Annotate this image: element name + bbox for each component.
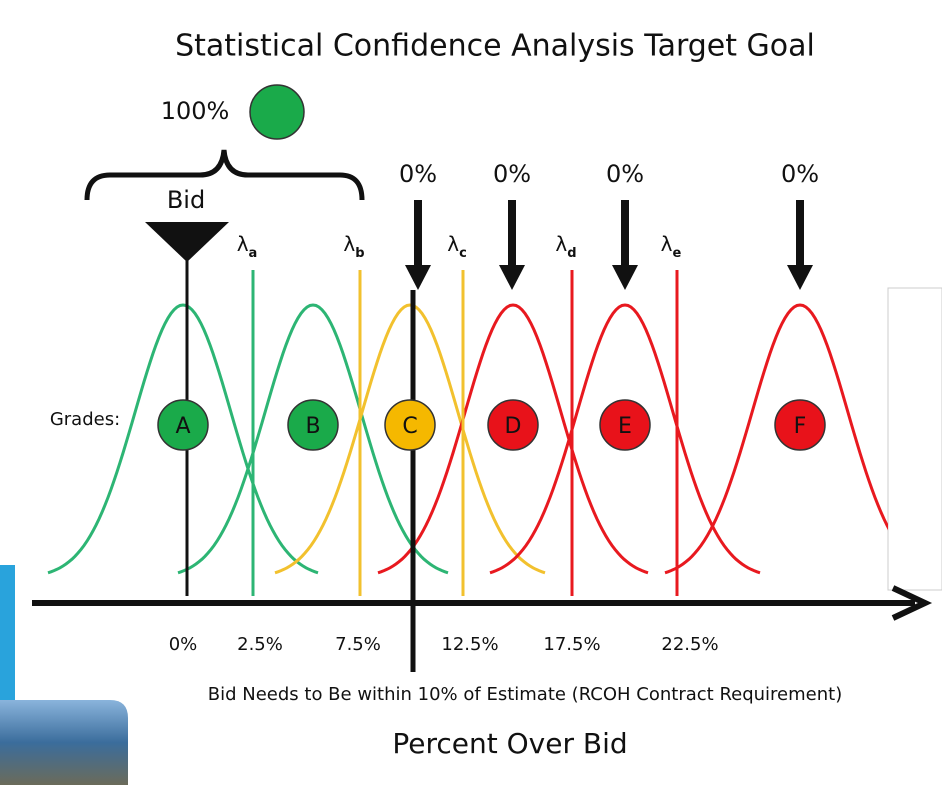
axis-tick-label: 22.5% xyxy=(661,634,718,655)
lambda-subscript: d xyxy=(567,246,576,261)
grade-letter: C xyxy=(402,414,417,439)
target-circle xyxy=(250,85,304,139)
left-strip xyxy=(0,565,15,700)
grades-label: Grades: xyxy=(50,409,120,430)
grade-letter: A xyxy=(175,414,190,439)
note: Bid Needs to Be within 10% of Estimate (… xyxy=(208,684,842,705)
lambda-subscript: c xyxy=(459,246,467,261)
grade-letter: D xyxy=(505,414,522,439)
grade-letter: B xyxy=(305,414,320,439)
lambda-symbol: λ xyxy=(447,232,459,256)
axis-tick-label: 0% xyxy=(169,634,198,655)
axis-title: Percent Over Bid xyxy=(392,727,627,760)
arrow-label: 0% xyxy=(399,160,437,188)
axis-tick-label: 17.5% xyxy=(543,634,600,655)
lambda-subscript: b xyxy=(355,246,364,261)
lambda-subscript: a xyxy=(249,246,258,261)
side-panel xyxy=(888,288,942,590)
arrow-label: 0% xyxy=(781,160,819,188)
grade-letter: F xyxy=(794,414,807,439)
thumbnail-image xyxy=(0,700,128,785)
lambda-symbol: λ xyxy=(661,232,673,256)
axis-tick-label: 2.5% xyxy=(237,634,283,655)
lambda-subscript: e xyxy=(673,246,682,261)
lambda-symbol: λ xyxy=(237,232,249,256)
bid-label: Bid xyxy=(167,186,205,214)
arrow-label: 0% xyxy=(493,160,531,188)
grade-letter: E xyxy=(618,414,632,439)
lambda-symbol: λ xyxy=(343,232,355,256)
axis-tick-label: 12.5% xyxy=(441,634,498,655)
target-label: 100% xyxy=(161,97,230,125)
axis-tick-label: 7.5% xyxy=(335,634,381,655)
arrow-label: 0% xyxy=(606,160,644,188)
lambda-symbol: λ xyxy=(555,232,567,256)
diagram: Statistical Confidence Analysis Target G… xyxy=(0,0,942,785)
title: Statistical Confidence Analysis Target G… xyxy=(175,29,815,64)
